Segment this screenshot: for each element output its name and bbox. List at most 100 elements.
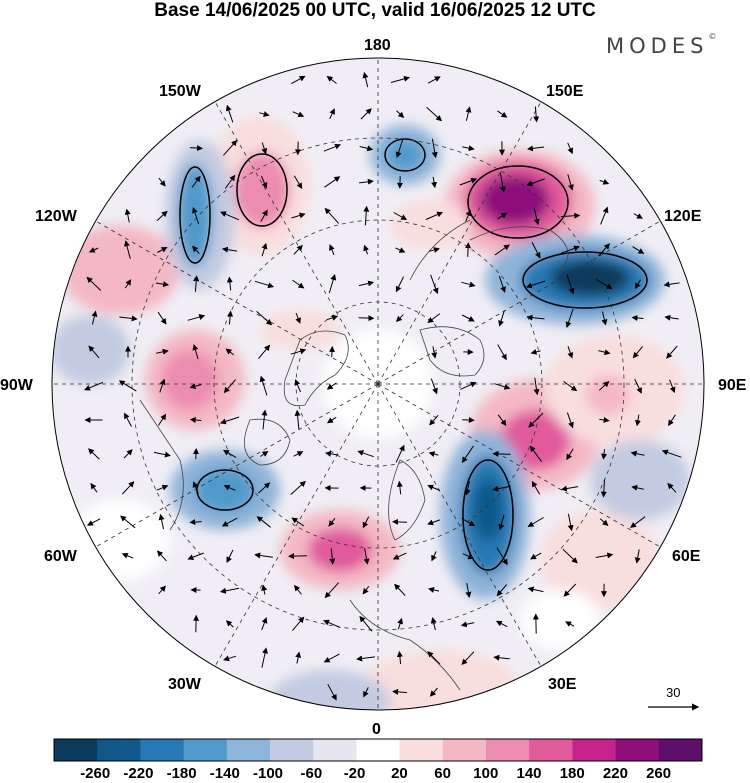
- wind-vector: [531, 242, 541, 259]
- wind-vector: [632, 346, 643, 359]
- meridian-line: [377, 101, 542, 385]
- wind-vector: [599, 179, 610, 185]
- wind-vector: [329, 548, 336, 565]
- wind-vector: [261, 142, 268, 155]
- wind-vector: [560, 485, 579, 492]
- wind-vector: [668, 414, 676, 427]
- lon-label-150w: 150W: [159, 83, 201, 100]
- meridian-line: [214, 383, 379, 667]
- wind-vector: [428, 451, 439, 458]
- wind-vector: [395, 247, 406, 253]
- wind-vector: [600, 479, 607, 498]
- wind-vector: [227, 310, 234, 325]
- wind-vector: [461, 445, 475, 464]
- colorbar-tick-label: -140: [209, 765, 240, 782]
- wind-vector: [260, 209, 268, 222]
- wind-vector: [156, 348, 169, 355]
- wind-vector: [598, 243, 611, 257]
- wind-vector: [192, 344, 199, 360]
- wind-vector: [124, 279, 132, 289]
- wind-vector: [324, 207, 340, 224]
- wind-vector: [498, 275, 506, 293]
- wind-vector: [86, 276, 102, 291]
- wind-vector: [324, 450, 339, 457]
- wind-vector: [396, 480, 403, 495]
- wind-vector: [295, 312, 301, 324]
- wind-vector: [598, 381, 610, 391]
- wind-vector: [121, 481, 135, 495]
- wind-vector: [394, 583, 406, 596]
- wind-vector: [431, 551, 437, 562]
- wind-vector: [595, 278, 613, 290]
- wind-vector: [261, 617, 268, 631]
- wind-vector: [158, 177, 166, 187]
- wind-vector: [526, 314, 545, 321]
- wind-vector: [156, 484, 169, 491]
- colorbar-tick-label: -220: [123, 765, 154, 782]
- colorbar-segment: [54, 739, 98, 761]
- wind-vector: [323, 619, 341, 628]
- wind-vector: [465, 209, 472, 222]
- wind-vector: [461, 651, 475, 666]
- wind-vector: [497, 212, 508, 220]
- wind-vector: [430, 378, 438, 395]
- wind-vector: [428, 247, 440, 253]
- wind-vector: [498, 514, 505, 531]
- wind-vector: [223, 379, 236, 394]
- wind-vector: [460, 381, 477, 390]
- wind-vector: [324, 582, 340, 599]
- wind-vector: [118, 380, 137, 392]
- wind-vector: [362, 516, 370, 529]
- wind-vector: [462, 553, 475, 560]
- wind-vector: [323, 653, 340, 663]
- lon-label-60e: 60E: [672, 548, 701, 565]
- lon-label-30e: 30E: [548, 676, 577, 693]
- wind-vector: [193, 275, 200, 292]
- wind-vector: [595, 552, 614, 559]
- wind-vector: [189, 416, 202, 423]
- wind-vector: [88, 247, 99, 253]
- anomaly-shading: [52, 115, 690, 710]
- colorbar-segment: [356, 739, 401, 761]
- modes-logo: MODES©: [606, 32, 716, 58]
- meridian-lines: [52, 58, 704, 710]
- wind-vector: [396, 110, 405, 118]
- wind-vector: [328, 274, 337, 294]
- wind-vector: [528, 412, 544, 428]
- wind-vector: [495, 620, 508, 628]
- wind-vector: [395, 314, 404, 323]
- wind-vector: [497, 110, 508, 118]
- colorbar-segment: [572, 739, 617, 761]
- wind-vector: [360, 108, 372, 120]
- wind-vector: [293, 451, 304, 457]
- wind-vector: [664, 314, 679, 321]
- wind-vector: [124, 208, 131, 223]
- wind-vector: [328, 517, 336, 527]
- wind-vector: [494, 244, 510, 256]
- wind-vector: [187, 552, 204, 560]
- wind-vector: [259, 111, 270, 117]
- wind-vector: [91, 310, 98, 325]
- wind-vector: [363, 205, 370, 226]
- wind-vector: [192, 245, 200, 254]
- wind-vector: [323, 143, 342, 152]
- logo-text: MODES: [606, 34, 709, 58]
- wind-vector: [220, 211, 240, 221]
- lon-label-0: 0: [372, 721, 381, 738]
- wind-vector: [256, 516, 271, 528]
- wind-vector: [121, 552, 134, 559]
- wind-vector: [427, 484, 440, 491]
- wind-vector: [492, 450, 511, 457]
- wind-vector: [256, 311, 273, 326]
- wind-vector: [326, 75, 337, 84]
- lon-label-30w: 30W: [168, 676, 201, 693]
- lon-label-60w: 60W: [44, 548, 77, 565]
- wind-vector: [526, 178, 545, 187]
- wind-vector: [157, 247, 168, 253]
- wind-vector: [465, 582, 472, 598]
- colorbar-segment: [529, 739, 573, 761]
- wind-vector: [254, 552, 273, 559]
- wind-vector: [119, 315, 138, 322]
- colorbar-segment: [486, 739, 530, 761]
